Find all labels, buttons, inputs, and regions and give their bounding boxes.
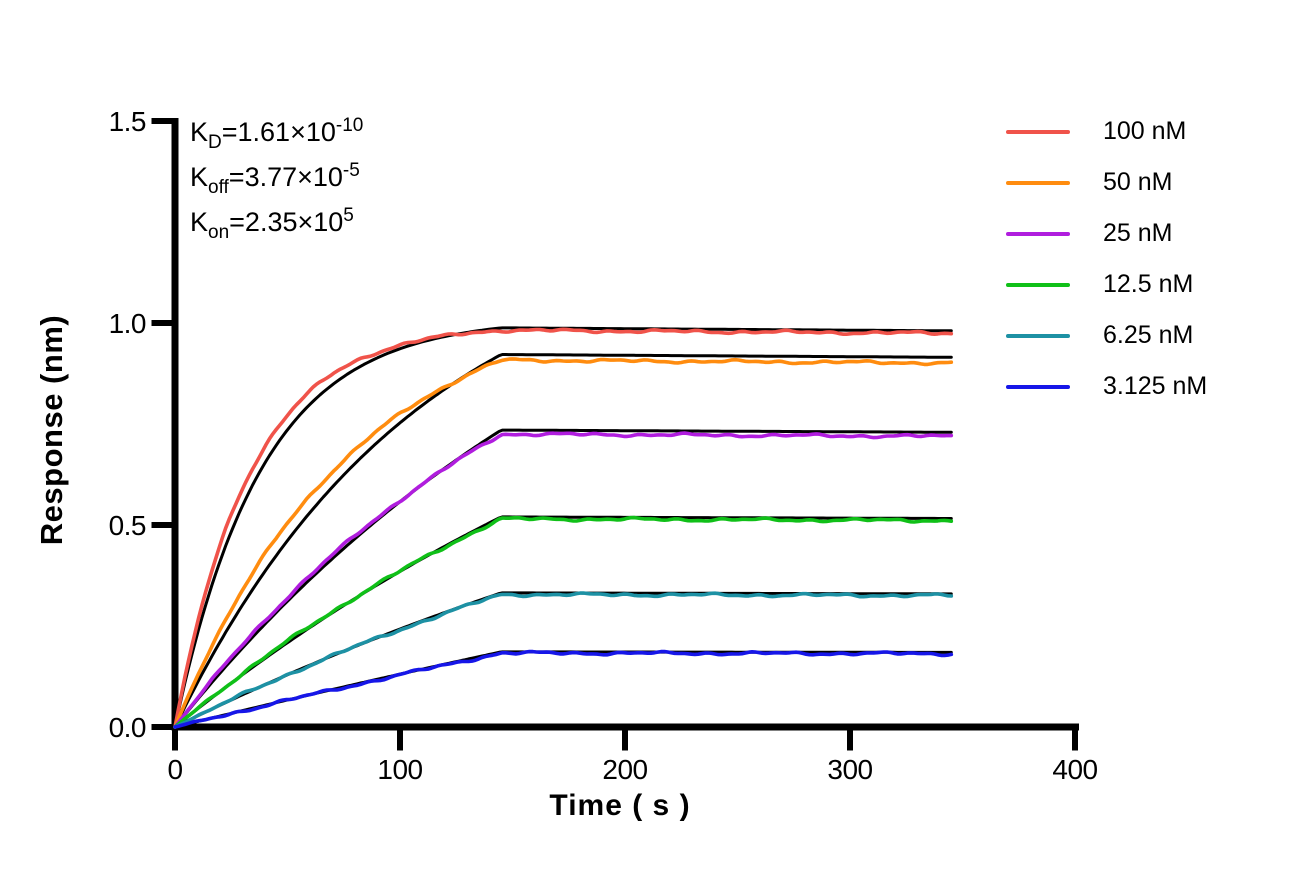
- fit-curve-25-nM: [173, 428, 953, 729]
- legend-label: 25 nM: [1103, 219, 1173, 247]
- k-base: K: [190, 207, 209, 237]
- kd-value: KD=1.61×10-10: [190, 110, 363, 155]
- legend-swatch: [1006, 282, 1070, 287]
- x-tick-label: 300: [827, 754, 872, 785]
- fit-curve-100-nM: [173, 326, 953, 729]
- legend-swatch: [1006, 333, 1070, 338]
- y-axis-title: Response (nm): [34, 314, 69, 546]
- data-curve-25-nM: [173, 431, 954, 729]
- y-tick-label: 0.5: [109, 510, 146, 541]
- y-tick-label: 1.0: [109, 308, 146, 339]
- data-curve-3-125-nM: [173, 649, 954, 729]
- legend-swatch: [1006, 231, 1070, 236]
- legend-label: 6.25 nM: [1103, 321, 1194, 349]
- legend-item: 6.25 nM: [1006, 310, 1207, 361]
- x-axis-title: Time ( s ): [549, 789, 691, 822]
- legend-label: 100 nM: [1103, 117, 1187, 145]
- kon-value: Kon=2.35×105: [190, 200, 363, 245]
- k-body: =2.35×10: [229, 207, 344, 237]
- fit-curve-3-125-nM: [173, 650, 953, 729]
- legend-swatch: [1006, 384, 1070, 389]
- legend-swatch: [1006, 129, 1070, 134]
- legend-item: 50 nM: [1006, 157, 1207, 208]
- k-sub: D: [208, 132, 222, 153]
- k-exp: -10: [335, 115, 364, 136]
- k-body: =3.77×10: [228, 162, 343, 192]
- legend-item: 25 nM: [1006, 208, 1207, 259]
- x-tick-label: 0: [167, 754, 182, 785]
- data-curve-50-nM: [173, 357, 954, 729]
- legend-item: 100 nM: [1006, 106, 1207, 157]
- legend-label: 50 nM: [1103, 168, 1173, 196]
- legend-item: 12.5 nM: [1006, 259, 1207, 310]
- legend-label: 3.125 nM: [1103, 372, 1208, 400]
- x-tick-label: 100: [377, 754, 422, 785]
- k-sub: off: [208, 177, 229, 198]
- koff-value: Koff=3.77×10-5: [190, 155, 363, 200]
- k-exp: -5: [342, 160, 360, 181]
- legend-swatch: [1006, 180, 1070, 185]
- kinetics-annotation: KD=1.61×10-10 Koff=3.77×10-5 Kon=2.35×10…: [190, 110, 363, 245]
- y-tick-label: 1.5: [109, 106, 146, 137]
- k-sub: on: [208, 222, 230, 243]
- k-base: K: [190, 117, 209, 147]
- fit-curve-6-25-nM: [173, 591, 953, 729]
- x-tick-label: 400: [1052, 754, 1097, 785]
- k-base: K: [190, 162, 209, 192]
- k-body: =1.61×10: [221, 117, 336, 147]
- k-exp: 5: [343, 205, 354, 226]
- y-tick-label: 0.0: [109, 712, 146, 743]
- fit-curve-50-nM: [173, 353, 953, 729]
- data-curve-6-25-nM: [173, 591, 954, 729]
- fit-curve-12-5-nM: [173, 515, 953, 729]
- legend-label: 12.5 nM: [1103, 270, 1194, 298]
- legend-item: 3.125 nM: [1006, 361, 1207, 412]
- data-curve-100-nM: [173, 327, 954, 729]
- legend: 100 nM 50 nM 25 nM 12.5 nM 6.25 nM 3.125 nM: [1006, 106, 1207, 412]
- x-tick-label: 200: [602, 754, 647, 785]
- data-curve-12-5-nM: [173, 515, 954, 729]
